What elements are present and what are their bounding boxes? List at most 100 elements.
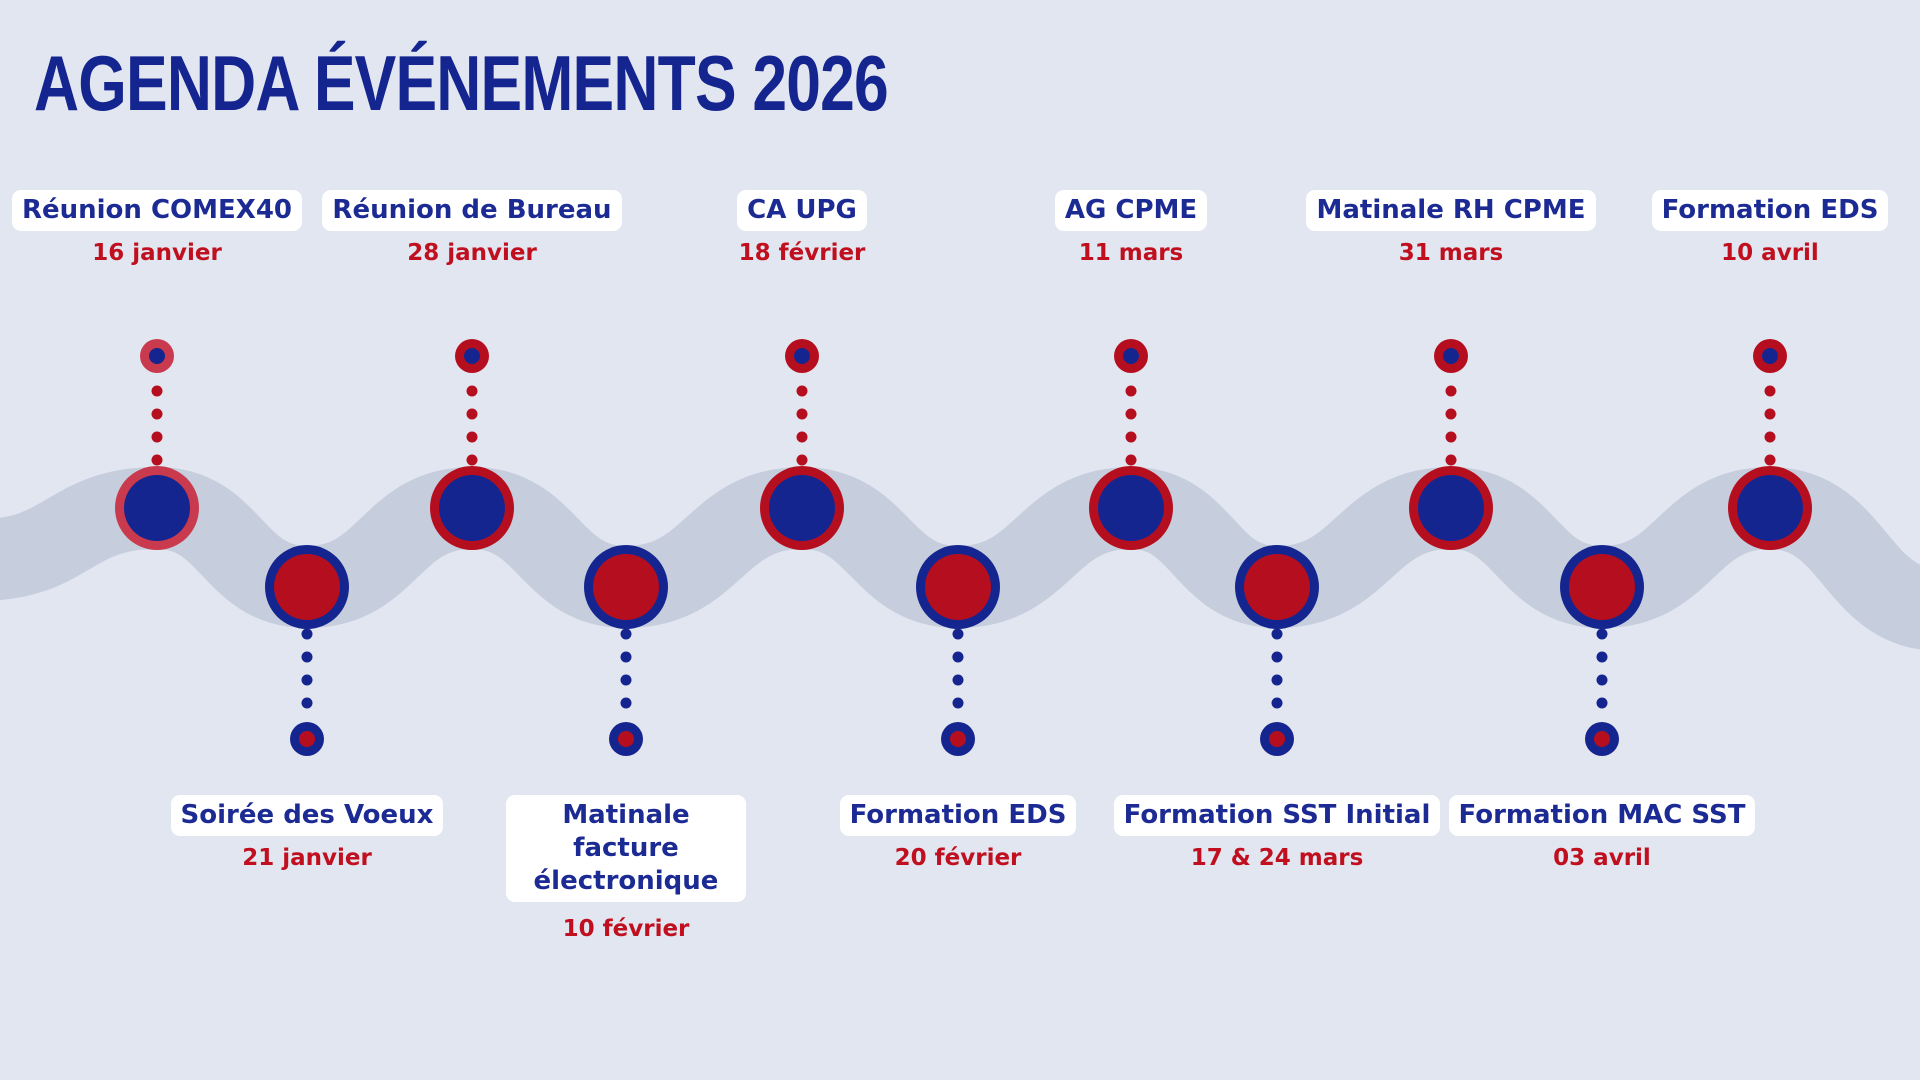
connector-dot (151, 408, 163, 420)
node-core (124, 475, 190, 541)
marker-dot (1443, 348, 1459, 364)
event-label: Réunion de Bureau (322, 190, 622, 231)
connector-dot (796, 454, 808, 466)
marker-dot (1123, 348, 1139, 364)
event-date: 20 février (894, 845, 1022, 871)
node-core (1244, 554, 1310, 620)
event-reunion-comex40: Réunion COMEX40 16 janvier (0, 190, 327, 266)
connector-dot (952, 651, 964, 663)
node-core (925, 554, 991, 620)
event-formation-eds-fevrier: Formation EDS 20 février (788, 795, 1128, 871)
event-label: Formation MAC SST (1448, 795, 1756, 836)
event-label: Formation EDS (839, 795, 1077, 836)
connector-dot (1596, 674, 1608, 686)
connector-dot (1596, 697, 1608, 709)
connector-dot (620, 651, 632, 663)
connector-dot (1445, 454, 1457, 466)
event-reunion-de-bureau: Réunion de Bureau 28 janvier (302, 190, 642, 266)
connector-dot (952, 674, 964, 686)
marker-dot (299, 731, 315, 747)
connector-dot (952, 697, 964, 709)
node-core (593, 554, 659, 620)
connector-dot (1764, 408, 1776, 420)
connector-dot (1271, 651, 1283, 663)
event-date: 21 janvier (242, 845, 372, 871)
event-date: 10 février (562, 916, 690, 942)
event-matinale-facture-electronique: Matinale facture électronique 10 février (456, 795, 796, 942)
event-label: Formation SST Initial (1113, 795, 1441, 836)
marker-dot (149, 348, 165, 364)
connector-dot (796, 431, 808, 443)
connector-dot (1445, 408, 1457, 420)
marker-dot (1594, 731, 1610, 747)
connector-dot (151, 454, 163, 466)
event-date: 03 avril (1553, 845, 1651, 871)
connector-dot (620, 697, 632, 709)
connector-dot (301, 697, 313, 709)
connector-dot (1271, 697, 1283, 709)
event-ag-cpme: AG CPME 11 mars (961, 190, 1301, 266)
connector-dot (1125, 385, 1137, 397)
node-core (1418, 475, 1484, 541)
connector-dot (151, 431, 163, 443)
event-date: 17 & 24 mars (1190, 845, 1364, 871)
event-date: 28 janvier (407, 240, 537, 266)
timeline-nodes (115, 339, 1812, 756)
connector-dot (466, 408, 478, 420)
connector-dot (1271, 628, 1283, 640)
connector-dot (1445, 431, 1457, 443)
connector-dot (466, 454, 478, 466)
connector-dot (301, 628, 313, 640)
event-date: 31 mars (1398, 240, 1504, 266)
event-matinale-rh-cpme: Matinale RH CPME 31 mars (1281, 190, 1621, 266)
event-label: Formation EDS (1651, 190, 1889, 231)
connector-dot (1596, 628, 1608, 640)
connector-dot (1764, 454, 1776, 466)
node-core (439, 475, 505, 541)
event-label: CA UPG (737, 190, 867, 231)
event-label: Matinale facture électronique (506, 795, 746, 902)
connector-dot (466, 431, 478, 443)
event-ca-upg: CA UPG 18 février (632, 190, 972, 266)
connector-dot (1764, 431, 1776, 443)
event-date: 18 février (738, 240, 866, 266)
connector-dot (301, 651, 313, 663)
event-label: Réunion COMEX40 (11, 190, 303, 231)
node-core (1737, 475, 1803, 541)
connector-dot (1271, 674, 1283, 686)
connector-dot (796, 408, 808, 420)
connector-dot (1125, 454, 1137, 466)
event-formation-sst-initial: Formation SST Initial 17 & 24 mars (1107, 795, 1447, 871)
node-core (1569, 554, 1635, 620)
marker-dot (618, 731, 634, 747)
connector-dot (1125, 408, 1137, 420)
marker-dot (794, 348, 810, 364)
event-formation-mac-sst: Formation MAC SST 03 avril (1432, 795, 1772, 871)
event-label: AG CPME (1054, 190, 1208, 231)
connector-dot (466, 385, 478, 397)
event-date: 10 avril (1721, 240, 1819, 266)
marker-dot (464, 348, 480, 364)
event-soiree-des-voeux: Soirée des Voeux 21 janvier (137, 795, 477, 871)
event-label: Soirée des Voeux (170, 795, 444, 836)
connector-dot (1764, 385, 1776, 397)
connector-dot (151, 385, 163, 397)
page-title: AGENDA ÉVÉNEMENTS 2026 (34, 39, 889, 127)
node-core (769, 475, 835, 541)
connector-dot (796, 385, 808, 397)
event-formation-eds-avril: Formation EDS 10 avril (1600, 190, 1920, 266)
connector-dot (620, 674, 632, 686)
connector-dot (952, 628, 964, 640)
connector-dot (1596, 651, 1608, 663)
marker-dot (1269, 731, 1285, 747)
connector-dot (301, 674, 313, 686)
connector-dot (1445, 385, 1457, 397)
node-core (274, 554, 340, 620)
event-date: 11 mars (1078, 240, 1184, 266)
marker-dot (1762, 348, 1778, 364)
node-core (1098, 475, 1164, 541)
connector-dot (620, 628, 632, 640)
connector-dot (1125, 431, 1137, 443)
